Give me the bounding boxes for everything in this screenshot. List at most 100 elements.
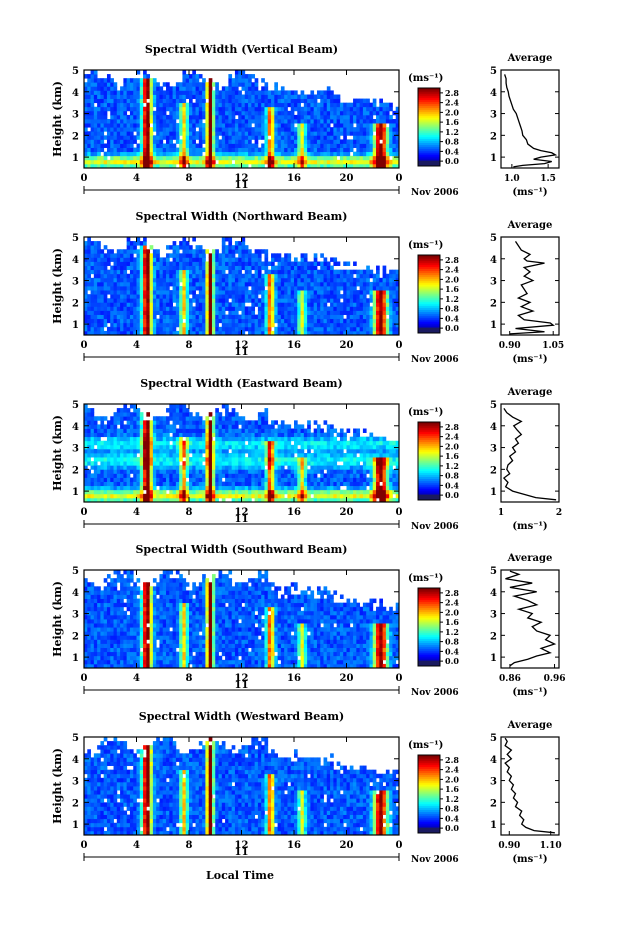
date-bar: 11 Nov 2006 — [83, 180, 459, 198]
x-tick-label: 20 — [340, 840, 354, 851]
average-y-tick-label: 2 — [490, 798, 497, 809]
y-tick-label: 4 — [72, 88, 79, 99]
x-tick-label: 0 — [396, 673, 403, 684]
panel-title: Spectral Width (Southward Beam) — [135, 543, 347, 556]
x-tick-label: 12 — [235, 673, 249, 684]
average-line — [502, 407, 557, 501]
day-label: 11 — [235, 847, 249, 858]
y-tick-label: 1 — [72, 653, 79, 664]
y-tick-label: 4 — [72, 255, 79, 266]
colorbar-label: (ms⁻¹) — [408, 740, 443, 751]
colorbar-tick-label: 2.4 — [445, 765, 459, 775]
x-tick-label: 0 — [81, 507, 88, 518]
y-tick-label: 3 — [72, 444, 79, 455]
average-y-tick-label: 2 — [490, 465, 497, 476]
x-tick-label: 4 — [133, 673, 140, 684]
colorbar-tick-label: 2.0 — [445, 774, 459, 784]
panel-4: Spectral Width (Southward Beam)0 4 8 12 16 20… — [51, 543, 565, 698]
average-title: Average — [507, 220, 553, 231]
month-label: Nov 2006 — [411, 355, 459, 365]
average-profile: Average 1 2 3 4 5 1 2 (ms⁻¹) — [490, 387, 562, 532]
average-y-tick-label: 5 — [490, 233, 497, 244]
colorbar: (ms⁻¹) 0.00.40.81.21.62.02.42.8 — [408, 740, 459, 834]
average-y-tick-label: 3 — [490, 777, 497, 788]
month-label: Nov 2006 — [411, 855, 459, 865]
x-tick-label: 4 — [133, 173, 140, 184]
panel-3: Spectral Width (Eastward Beam)0 4 8 12 16 20 0… — [51, 377, 562, 532]
colorbar-tick-label: 1.6 — [445, 617, 459, 627]
colorbar-tick-label: 1.2 — [445, 794, 459, 804]
colorbar-label: (ms⁻¹) — [408, 573, 443, 584]
panel-2: Spectral Width (Northward Beam)0 4 8 12 16 20… — [51, 210, 564, 365]
y-tick-label: 3 — [72, 777, 79, 788]
colorbar-tick-label: 2.0 — [445, 274, 459, 284]
y-axis-label: Height (km) — [51, 581, 64, 657]
average-x-tick-label: 0.86 — [499, 674, 521, 684]
average-x-tick-label: 1.10 — [540, 841, 562, 851]
x-tick-label: 0 — [81, 340, 88, 351]
colorbar-tick-label: 0.0 — [445, 490, 459, 500]
x-tick-label: 20 — [340, 340, 354, 351]
heatmap-cells — [84, 404, 399, 502]
panel-title: Spectral Width (Northward Beam) — [136, 210, 348, 223]
colorbar: (ms⁻¹) 0.00.40.81.21.62.02.42.8 — [408, 407, 459, 501]
panel-5: Spectral Width (Westward Beam)0 4 8 12 16 20 0… — [51, 710, 562, 865]
x-tick-label: 20 — [340, 173, 354, 184]
colorbar-tick-label: 2.4 — [445, 98, 459, 108]
y-tick-label: 3 — [72, 110, 79, 121]
date-bar: 11 Nov 2006 — [83, 514, 459, 532]
colorbar-tick-label: 1.2 — [445, 294, 459, 304]
y-tick-label: 3 — [72, 610, 79, 621]
x-tick-label: 12 — [235, 173, 249, 184]
x-tick-label: 0 — [81, 840, 88, 851]
colorbar-tick-label: 2.0 — [445, 441, 459, 451]
average-x-tick-label: 1.5 — [540, 174, 556, 184]
average-y-tick-label: 4 — [490, 588, 497, 599]
x-tick-label: 4 — [133, 340, 140, 351]
average-x-tick-label: 0.96 — [544, 674, 566, 684]
panel-title: Spectral Width (Westward Beam) — [139, 710, 344, 723]
average-x-label: (ms⁻¹) — [512, 521, 547, 532]
average-y-tick-label: 3 — [490, 610, 497, 621]
colorbar-tick-label: 2.8 — [445, 255, 459, 265]
y-tick-label: 1 — [72, 153, 79, 164]
y-tick-label: 2 — [72, 298, 79, 309]
y-tick-label: 5 — [72, 233, 79, 244]
date-bar: 11 Nov 2006 — [83, 347, 459, 365]
colorbar-tick-label: 0.0 — [445, 156, 459, 166]
colorbar: (ms⁻¹) 0.00.40.81.21.62.02.42.8 — [408, 573, 459, 667]
x-tick-label: 0 — [396, 507, 403, 518]
x-tick-label: 8 — [186, 673, 193, 684]
y-axis-label: Height (km) — [51, 748, 64, 824]
heatmap-cells — [84, 570, 399, 668]
y-tick-label: 5 — [72, 66, 79, 77]
average-y-tick-label: 3 — [490, 110, 497, 121]
average-x-tick-label: 2 — [556, 508, 562, 518]
x-tick-label: 8 — [186, 507, 193, 518]
average-y-tick-label: 3 — [490, 277, 497, 288]
colorbar-tick-label: 1.2 — [445, 461, 459, 471]
average-y-tick-label: 4 — [490, 422, 497, 433]
colorbar-tick-label: 2.8 — [445, 422, 459, 432]
average-x-label: (ms⁻¹) — [512, 187, 547, 198]
colorbar-tick-label: 0.8 — [445, 304, 459, 314]
month-label: Nov 2006 — [411, 688, 459, 698]
colorbar-label: (ms⁻¹) — [408, 240, 443, 251]
colorbar-tick-label: 1.6 — [445, 117, 459, 127]
colorbar-tick-label: 0.4 — [445, 313, 459, 323]
average-y-tick-label: 4 — [490, 88, 497, 99]
y-tick-label: 4 — [72, 755, 79, 766]
month-label: Nov 2006 — [411, 522, 459, 532]
x-tick-label: 4 — [133, 840, 140, 851]
x-tick-label: 8 — [186, 340, 193, 351]
x-tick-label: 0 — [81, 173, 88, 184]
average-title: Average — [507, 553, 553, 564]
colorbar-tick-label: 0.4 — [445, 813, 459, 823]
average-line — [505, 570, 557, 667]
average-profile: Average 1 2 3 4 5 0.86 0.96 (ms⁻¹) — [490, 553, 565, 698]
panel-title: Spectral Width (Vertical Beam) — [145, 43, 338, 56]
average-y-tick-label: 1 — [490, 487, 497, 498]
x-tick-label: 20 — [340, 507, 354, 518]
